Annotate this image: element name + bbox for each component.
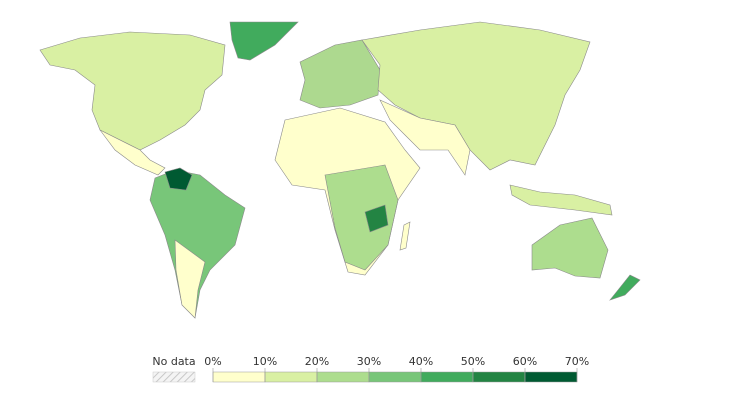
legend-tick-label: 30% <box>357 355 381 368</box>
legend-tick-label: 40% <box>409 355 433 368</box>
asia <box>361 21 591 171</box>
australia <box>531 217 609 279</box>
north-america <box>39 31 226 151</box>
no-data-label: No data <box>152 355 195 368</box>
legend-bin <box>316 371 370 383</box>
legend-bin <box>472 371 526 383</box>
legend-tick-label: 70% <box>565 355 589 368</box>
south-america <box>149 169 246 319</box>
mexico <box>99 129 166 176</box>
legend-bin <box>368 371 422 383</box>
world-map <box>39 21 641 319</box>
legend-tick-label: 0% <box>204 355 221 368</box>
legend-bin <box>420 371 474 383</box>
legend-tick-label: 60% <box>513 355 537 368</box>
europe <box>299 39 381 109</box>
legend: No data 0% 10% 20% 30% 40% 50% 60% 70% <box>152 355 589 383</box>
no-data-swatch <box>152 371 196 383</box>
madagascar <box>399 221 411 251</box>
new-zealand <box>609 274 641 301</box>
legend-bin <box>264 371 318 383</box>
middle-east-india <box>379 99 471 176</box>
greenland <box>229 21 299 61</box>
legend-tick-label: 20% <box>305 355 329 368</box>
legend-tick-label: 50% <box>461 355 485 368</box>
venezuela <box>164 167 193 191</box>
africa-central <box>324 164 399 271</box>
zambia <box>364 204 389 233</box>
legend-tick-label: 10% <box>253 355 277 368</box>
legend-bin <box>212 371 266 383</box>
legend-bin <box>524 371 578 383</box>
indonesia <box>509 184 613 216</box>
south-america-south <box>174 239 206 319</box>
